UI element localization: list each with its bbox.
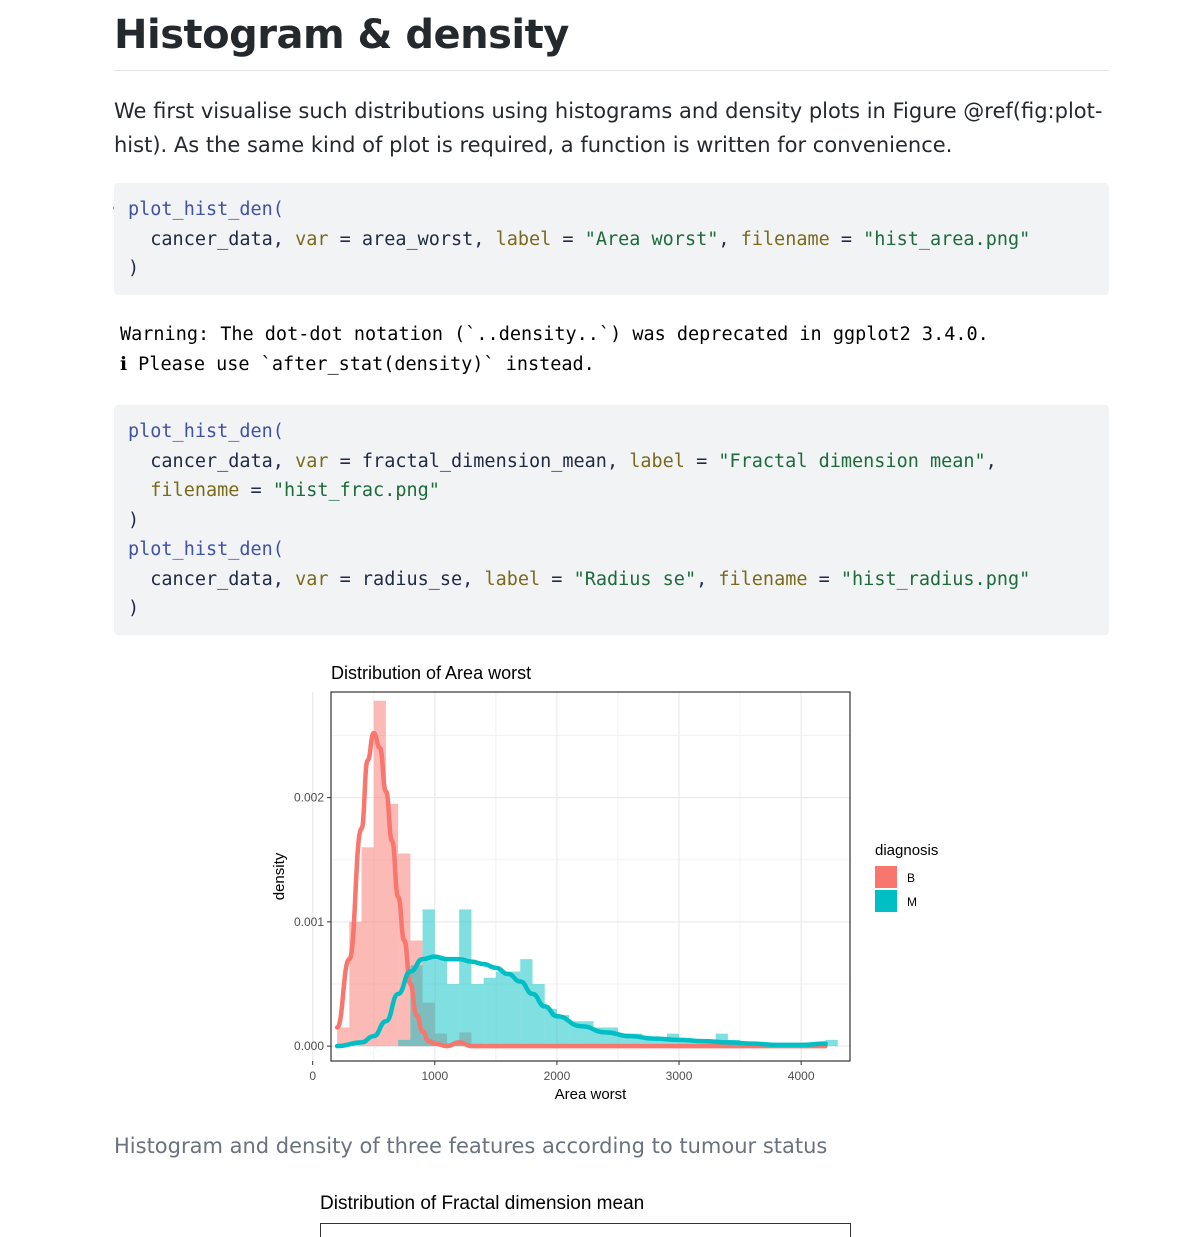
y-tick-label: 0.002 — [294, 791, 324, 805]
code-token: = — [829, 228, 864, 250]
warning-line: Warning: The dot-dot notation (`..densit… — [120, 324, 989, 345]
code-token: ) — [128, 598, 140, 619]
histogram-bar-M — [434, 959, 448, 1047]
code-token: label — [495, 228, 552, 250]
code-token: = — [551, 228, 585, 250]
chart-title: Distribution of Area worst — [331, 663, 531, 683]
chart2-title: Distribution of Fractal dimension mean — [320, 1193, 645, 1214]
histogram-bar-M — [495, 971, 509, 1047]
title-divider — [114, 70, 1109, 71]
histogram-bar-M — [483, 977, 496, 1047]
code-token: "Radius se" — [573, 568, 697, 590]
legend-title: diagnosis — [875, 842, 938, 859]
legend-label-B: B — [907, 871, 915, 885]
code-token: , — [696, 568, 719, 590]
code-token: cancer_data, — [150, 568, 296, 590]
histogram-bar-M — [398, 1039, 411, 1047]
legend-swatch-M — [875, 890, 897, 912]
code-token: ) — [128, 258, 140, 279]
code-token: filename — [150, 480, 240, 501]
x-tick-label: 3000 — [666, 1069, 693, 1083]
code-token: var — [295, 228, 329, 250]
warning-line: ℹ Please use `after_stat(density)` inste… — [120, 354, 595, 375]
intro-paragraph: We first visualise such distributions us… — [114, 99, 1103, 157]
histogram-bar-M — [642, 1039, 655, 1047]
plot-border — [330, 691, 851, 1062]
y-tick-label: 0.001 — [294, 915, 324, 929]
chart2-panel — [320, 1223, 851, 1237]
code-token: = — [807, 568, 841, 590]
code-token: var — [295, 450, 329, 472]
histogram-bar-B — [337, 1027, 350, 1047]
code-token: = — [540, 568, 574, 590]
code-token: = — [684, 450, 719, 472]
code-token: filename — [740, 228, 830, 250]
code-token: "Fractal dimension mean" — [718, 450, 986, 472]
code-token: , — [985, 450, 997, 472]
histogram-bar-M — [544, 1008, 557, 1047]
histogram-bar-M — [825, 1039, 838, 1047]
code-fn: plot_hist_den( — [128, 421, 284, 442]
histogram-bar-M — [447, 983, 460, 1047]
histogram-bar-M — [459, 909, 472, 1047]
histogram-bar-M — [654, 1039, 667, 1047]
histogram-bar-M — [422, 909, 435, 1047]
y-tick-label: 0.000 — [294, 1039, 324, 1053]
code-token: = area_worst, — [328, 228, 496, 250]
histogram-bar-M — [508, 971, 521, 1047]
code-token: "hist_radius.png" — [840, 568, 1031, 590]
code-token: label — [484, 568, 541, 590]
chart-svg: Distribution of Area worst 0 1000 2000 3000… — [271, 663, 938, 1103]
histogram-bar-B — [361, 847, 374, 1047]
code-fn: plot_hist_den( — [128, 199, 284, 220]
x-tick-label: 2000 — [544, 1069, 571, 1083]
legend-swatch-B — [875, 866, 897, 888]
histogram-bar-M — [532, 983, 545, 1047]
histogram-bar-M — [556, 1015, 570, 1047]
figure-caption: Histogram and density of three features … — [114, 1134, 828, 1158]
warning-output: Warning: The dot-dot notation (`..densit… — [120, 320, 989, 380]
code-token: "hist_area.png" — [863, 228, 1031, 250]
area-worst-chart: Distribution of Area worst 0 1000 2000 3000… — [270, 655, 990, 1115]
plot-panel: 0 1000 2000 3000 4000 0.000 0.001 0.002 Area wor… — [271, 691, 938, 1103]
code-token: "hist_frac.png" — [272, 480, 440, 501]
code-block-area[interactable]: plot_hist_den( cancer_data, var = area_w… — [114, 183, 1109, 295]
density-line-B — [334, 730, 828, 1049]
histogram-bar-M — [471, 983, 484, 1047]
page-title: Histogram & density — [114, 12, 569, 58]
histogram-bar-M — [679, 1039, 692, 1047]
code-token: = radius_se, — [328, 568, 485, 590]
histogram-bar-M — [520, 959, 533, 1047]
code-block-frac-radius[interactable]: plot_hist_den( cancer_data, var = fracta… — [114, 405, 1109, 635]
x-tick-label: 4000 — [788, 1069, 815, 1083]
code-token: "Area worst" — [584, 228, 719, 250]
code-fn: plot_hist_den( — [128, 539, 284, 560]
code-token: filename — [718, 568, 808, 590]
x-axis-title: Area worst — [555, 1086, 628, 1103]
code-token: cancer_data, — [150, 228, 296, 250]
density-line-M — [334, 954, 828, 1049]
code-token: label — [629, 450, 685, 472]
legend-label-M: M — [907, 895, 917, 909]
code-token: cancer_data, — [150, 450, 296, 472]
x-tick-label: 0 — [309, 1069, 316, 1083]
code-token: = fractal_dimension_mean, — [328, 450, 630, 472]
x-tick-label: 1000 — [421, 1069, 448, 1083]
y-axis-title: density — [271, 852, 288, 900]
code-token: ) — [128, 509, 140, 531]
code-token: = — [239, 480, 273, 501]
code-token: var — [295, 568, 329, 590]
code-token: , — [718, 228, 741, 250]
